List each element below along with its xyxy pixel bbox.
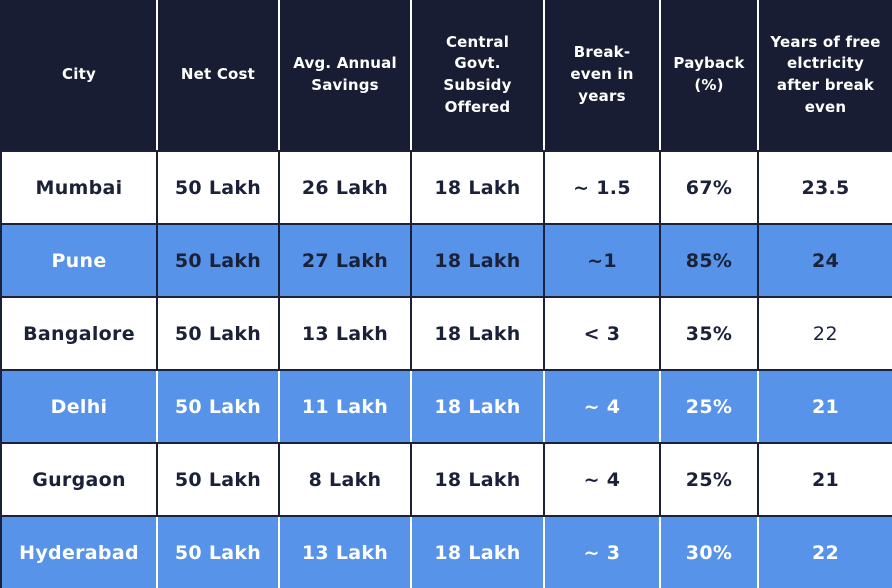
value-cell: 50 Lakh: [158, 152, 280, 223]
value-cell: 50 Lakh: [158, 517, 280, 588]
value-cell: 25%: [661, 444, 759, 515]
value-cell: 18 Lakh: [412, 371, 545, 442]
city-cell: Hyderabad: [2, 517, 158, 588]
table-row: Gurgaon 50 Lakh 8 Lakh 18 Lakh ~ 4 25% 21: [2, 442, 892, 515]
value-cell: 26 Lakh: [280, 152, 412, 223]
header-cell-net-cost: Net Cost: [158, 0, 280, 150]
value-cell: 50 Lakh: [158, 225, 280, 296]
value-cell: 22: [812, 322, 839, 345]
value-cell: 67%: [661, 152, 759, 223]
table-row: Pune 50 Lakh 27 Lakh 18 Lakh ~1 85% 24: [2, 223, 892, 296]
table-body: Mumbai 50 Lakh 26 Lakh 18 Lakh ~ 1.5 67% 23.5 P…: [2, 150, 892, 588]
value-cell: 8 Lakh: [280, 444, 412, 515]
value-cell: 50 Lakh: [158, 371, 280, 442]
value-cell: 85%: [661, 225, 759, 296]
value-cell: ~1: [545, 225, 661, 296]
city-cell: Mumbai: [2, 152, 158, 223]
value-cell: 11 Lakh: [280, 371, 412, 442]
value-cell: ~ 1.5: [545, 152, 661, 223]
value-cell: 18 Lakh: [412, 225, 545, 296]
value-cell: 18 Lakh: [412, 517, 545, 588]
header-cell-subsidy: Central Govt. Subsidy Offered: [412, 0, 545, 150]
value-cell: 21: [811, 395, 840, 418]
value-cell: 50 Lakh: [158, 298, 280, 369]
value-cell: 30%: [661, 517, 759, 588]
city-cell: Pune: [2, 225, 158, 296]
value-cell: 27 Lakh: [280, 225, 412, 296]
table-row: Bangalore 50 Lakh 13 Lakh 18 Lakh < 3 35% 22: [2, 296, 892, 369]
table-row: Mumbai 50 Lakh 26 Lakh 18 Lakh ~ 1.5 67% 23.5: [2, 150, 892, 223]
table-row: Delhi 50 Lakh 11 Lakh 18 Lakh ~ 4 25% 21: [2, 369, 892, 442]
value-cell: ~ 4: [545, 444, 661, 515]
header-cell-payback: Payback (%): [661, 0, 759, 150]
city-cell: Delhi: [2, 371, 158, 442]
value-cell: 13 Lakh: [280, 298, 412, 369]
value-cell: ~ 4: [545, 371, 661, 442]
header-cell-city: City: [2, 0, 158, 150]
value-cell: < 3: [545, 298, 661, 369]
table-row: Hyderabad 50 Lakh 13 Lakh 18 Lakh ~ 3 30% 22: [2, 515, 892, 588]
city-cell: Gurgaon: [2, 444, 158, 515]
value-cell: 13 Lakh: [280, 517, 412, 588]
value-cell: 18 Lakh: [412, 298, 545, 369]
value-cell: 23.5: [801, 176, 850, 199]
header-cell-annual-savings: Avg. Annual Savings: [280, 0, 412, 150]
value-cell: 21: [811, 468, 840, 491]
header-cell-free-years: Years of free elctricity after break eve…: [770, 32, 881, 116]
value-cell: 18 Lakh: [412, 152, 545, 223]
value-cell: 35%: [661, 298, 759, 369]
city-cell: Bangalore: [2, 298, 158, 369]
value-cell: ~ 3: [545, 517, 661, 588]
value-cell: 18 Lakh: [412, 444, 545, 515]
value-cell: 22: [811, 541, 840, 564]
header-row: City Net Cost Avg. Annual Savings Centra…: [0, 0, 892, 150]
value-cell: 50 Lakh: [158, 444, 280, 515]
value-cell: 24: [811, 249, 840, 272]
header-cell-break-even: Break-even in years: [545, 0, 661, 150]
value-cell: 25%: [661, 371, 759, 442]
